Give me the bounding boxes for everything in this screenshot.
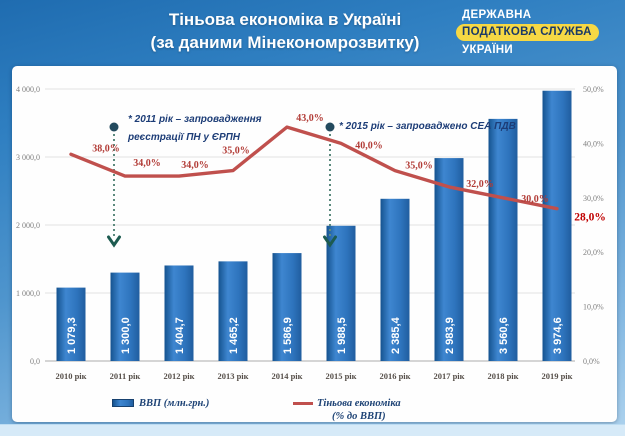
bar-value-label: 1 586,9 xyxy=(282,317,294,354)
bar-value-label: 3 974,6 xyxy=(552,317,564,354)
legend-gdp-label: ВВП (млн.грн.) xyxy=(139,398,210,409)
x-tick-label: 2015 рік xyxy=(325,371,356,381)
x-tick-label: 2012 рік xyxy=(163,371,194,381)
y-tick-right: 30,0% xyxy=(583,194,604,203)
annotation-arrow-icon xyxy=(323,235,337,248)
legend-gdp: ВВП (млн.грн.) xyxy=(112,397,209,410)
pct-label: 43,0% xyxy=(296,113,324,124)
bottom-strip xyxy=(0,424,625,436)
bar-value-label: 3 560,6 xyxy=(498,317,510,354)
annotation-2015-line1: * 2015 рік – запроваджено СЕА ПДВ xyxy=(339,121,516,132)
pct-label: 38,0% xyxy=(92,143,120,154)
bar-2014 xyxy=(272,253,302,361)
bar-value-label: 2 983,9 xyxy=(444,317,456,354)
chart-panel: 0,0 1 000,0 2 000,0 3 000,0 4 000,0 0,0% 10,0%… xyxy=(12,66,617,422)
x-tick-label: 2018 рік xyxy=(487,371,518,381)
page-title: Тіньова економіка в Україні (за даними М… xyxy=(60,8,510,54)
annotation-arrow-icon xyxy=(107,235,121,248)
bar-value-label: 1 404,7 xyxy=(174,317,186,354)
x-tick-label: 2011 рік xyxy=(110,371,141,381)
x-tick-label: 2019 рік xyxy=(541,371,572,381)
annotation-2011-line2: реєстрації ПН у ЄРПН xyxy=(128,132,241,143)
y-tick-right: 20,0% xyxy=(583,248,604,257)
legend-bar-swatch-icon xyxy=(112,399,134,407)
pct-label: 28,0% xyxy=(574,212,606,224)
y-tick-right: 0,0% xyxy=(583,357,600,366)
agency-line2-highlight: ПОДАТКОВА СЛУЖБА xyxy=(456,24,599,41)
line-shadow-economy xyxy=(69,125,559,211)
x-tick-label: 2017 рік xyxy=(433,371,464,381)
combo-chart: 0,0 1 000,0 2 000,0 3 000,0 4 000,0 0,0% 10,0%… xyxy=(16,85,606,381)
annotation-marker-circle xyxy=(109,122,119,132)
y-tick-left: 0,0 xyxy=(30,357,40,366)
pct-label: 35,0% xyxy=(222,146,250,157)
y-tick-right: 40,0% xyxy=(583,139,604,148)
y-tick-left: 4 000,0 xyxy=(16,85,40,94)
agency-line1: ДЕРЖАВНА xyxy=(462,9,532,21)
legend-shadow-label-line2: (% до ВВП) xyxy=(332,411,386,422)
x-tick-label: 2013 рік xyxy=(217,371,248,381)
annotation-marker-circle xyxy=(325,122,335,132)
page-title-line1: Тіньова економіка в Україні xyxy=(168,10,402,29)
bar-2011 xyxy=(110,272,140,361)
page-title-line2: (за даними Мінекономрозвитку) xyxy=(150,33,420,52)
legend-shadow-economy: Тіньова економіка (% до ВВП) xyxy=(293,397,401,423)
annotation-2015: * 2015 рік – запроваджено СЕА ПДВ xyxy=(339,118,516,136)
bar-2018 xyxy=(488,118,518,361)
bar-2017 xyxy=(434,158,464,361)
pct-label: 32,0% xyxy=(466,179,494,190)
bar-2016 xyxy=(380,198,410,361)
legend-shadow-label-line1: Тіньова економіка xyxy=(317,398,401,409)
x-tick-label: 2014 рік xyxy=(271,371,302,381)
y-tick-left: 1 000,0 xyxy=(16,289,40,298)
annotation-2011-line1: * 2011 рік – запровадження xyxy=(128,114,262,125)
y-tick-right: 10,0% xyxy=(583,303,604,312)
bar-value-label: 1 079,3 xyxy=(66,317,78,354)
pct-label: 34,0% xyxy=(181,160,209,171)
bar-value-label: 2 385,4 xyxy=(390,316,402,354)
agency-line3: УКРАЇНИ xyxy=(462,44,513,56)
bar-value-label: 1 300,0 xyxy=(120,317,132,354)
y-tick-right: 50,0% xyxy=(583,85,604,94)
bar-2013 xyxy=(218,261,248,361)
bar-2010 xyxy=(56,287,86,361)
annotation-2011: * 2011 рік – запровадження реєстрації ПН… xyxy=(128,111,262,147)
pct-label: 40,0% xyxy=(355,140,383,151)
bar-2019 xyxy=(542,90,572,361)
pct-label: 34,0% xyxy=(133,158,161,169)
x-tick-label: 2016 рік xyxy=(379,371,410,381)
bar-2012 xyxy=(164,265,194,361)
bar-value-label: 1 465,2 xyxy=(228,317,240,354)
x-tick-label: 2010 рік xyxy=(55,371,86,381)
legend-line-swatch-icon xyxy=(293,402,313,405)
y-tick-left: 3 000,0 xyxy=(16,153,40,162)
bar-value-label: 1 988,5 xyxy=(336,317,348,354)
agency-logo: ДЕРЖАВНА ПОДАТКОВА СЛУЖБА УКРАЇНИ xyxy=(456,7,624,58)
bar-2015 xyxy=(326,225,356,361)
pct-label: 30,0% xyxy=(521,194,549,205)
pct-label: 35,0% xyxy=(405,161,433,172)
y-tick-left: 2 000,0 xyxy=(16,221,40,230)
